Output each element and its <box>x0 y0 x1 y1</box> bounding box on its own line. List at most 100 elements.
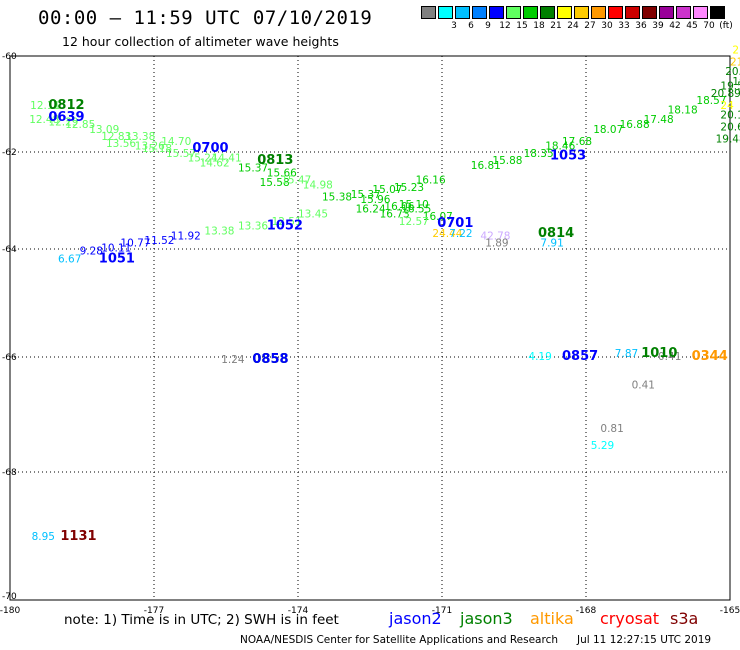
wave-height-label: 17.68 <box>562 136 592 148</box>
pass-time-label: 1131 <box>60 529 96 544</box>
pass-time-label: 1010 <box>641 346 677 361</box>
scale-label: 36 <box>635 21 647 31</box>
page-title: 00:00 — 11:59 UTC 07/10/2019 <box>38 7 373 29</box>
scale-label: 70 <box>703 21 715 31</box>
scale-swatch <box>693 6 708 19</box>
satellite-legend-item: cryosat <box>600 609 660 628</box>
pass-time-label: 0857 <box>562 349 598 364</box>
wave-height-label: 16.88 <box>620 119 650 131</box>
wave-height-label: 15.96 <box>360 194 390 206</box>
scale-label: 12 <box>499 21 511 31</box>
wave-height-label: 20.15 <box>720 109 740 121</box>
scale-label: 21 <box>550 21 562 31</box>
wave-height-label: 21.60 <box>732 45 740 57</box>
wave-height-label: 17.48 <box>644 114 674 126</box>
scale-swatch <box>523 6 538 19</box>
wave-height-label: 19.31 <box>732 76 740 88</box>
wave-height-label: 16.06 <box>384 201 414 213</box>
wave-height-label: 13.56 <box>106 138 136 150</box>
pass-time-label: 1052 <box>267 219 303 234</box>
wave-height-label: 15.24 <box>188 153 218 165</box>
scale-label: 3 <box>451 21 457 31</box>
wave-height-label: 15.38 <box>322 192 352 204</box>
wave-height-label: 5.29 <box>591 440 614 452</box>
wave-height-label: 16.55 <box>401 204 431 216</box>
wave-height-label: 7.91 <box>540 238 563 250</box>
wave-height-label: 16.07 <box>423 211 453 223</box>
wave-height-label: 12.48 <box>29 114 59 126</box>
wave-height-label: 15.66 <box>267 167 297 179</box>
wave-height-label: 12.51 <box>272 216 302 228</box>
wave-height-label: 14.98 <box>303 179 333 191</box>
scale-label: 6 <box>468 21 474 31</box>
pass-time-label: 0701 <box>437 216 473 231</box>
pass-time-label: 1053 <box>550 148 586 163</box>
footer-note: note: 1) Time is in UTC; 2) SWH is in fe… <box>64 612 339 628</box>
scale-swatch <box>574 6 589 19</box>
longitude-tick-label: -168 <box>576 606 597 616</box>
latitude-tick-label: -70 <box>2 592 17 602</box>
pass-time-label: 0700 <box>192 141 228 156</box>
satellite-legend-item: s3a <box>670 609 699 628</box>
generated-timestamp: Jul 11 12:27:15 UTC 2019 <box>577 634 712 646</box>
latitude-tick-label: -62 <box>2 148 17 158</box>
wave-height-label: 15.37 <box>238 162 268 174</box>
wave-height-label: 12.57 <box>399 216 429 228</box>
wave-height-label: 19.48 <box>716 133 740 145</box>
pass-time-label: 0639 <box>48 110 84 125</box>
scale-swatch <box>642 6 657 19</box>
scale-swatch <box>506 6 521 19</box>
scale-label: 15 <box>516 21 528 31</box>
wave-height-label: 18.18 <box>668 105 698 117</box>
wave-height-color-scale: 3 6 9 12 15 18 21 24 27 30 33 36 39 42 45 70 (ft) <box>421 6 733 36</box>
wave-height-label: 18.07 <box>593 124 623 136</box>
scale-label: 27 <box>584 21 596 31</box>
wave-height-label: 13.45 <box>298 208 328 220</box>
latitude-tick-label: -66 <box>2 353 17 363</box>
wave-height-label: 20.78 <box>725 66 740 78</box>
map-frame <box>9 55 731 601</box>
wave-height-label: 12.85 <box>65 119 95 131</box>
scale-swatch <box>591 6 606 19</box>
wave-height-label: 24.44 <box>432 228 462 240</box>
scale-swatch <box>710 6 725 19</box>
satellite-legend-item: jason3 <box>460 609 513 628</box>
pass-time-label: 0858 <box>252 352 288 367</box>
wave-height-label: 15.37 <box>351 189 381 201</box>
wave-height-label: 12.83 <box>101 131 131 143</box>
satellite-legend-item: jason2 <box>389 609 442 628</box>
wave-height-label: 13.38 <box>125 131 155 143</box>
scale-label: 33 <box>618 21 630 31</box>
scale-label: 9 <box>485 21 491 31</box>
scale-unit: (ft) <box>719 21 733 31</box>
latitude-tick-label: -60 <box>2 52 17 62</box>
wave-height-label: 18.57 <box>696 95 726 107</box>
latitude-tick-label: -64 <box>2 245 17 255</box>
wave-height-label: 15.10 <box>399 199 429 211</box>
wave-height-label: 16.16 <box>416 175 446 187</box>
wave-height-label: 15.58 <box>260 177 290 189</box>
wave-height-label: 18.35 <box>524 148 554 160</box>
pass-time-label: 0814 <box>538 226 574 241</box>
wave-height-label: 12.11 <box>30 100 60 112</box>
wave-height-label: 21.07 <box>730 57 740 69</box>
wave-height-label: 11.52 <box>144 235 174 247</box>
wave-height-label: 9.28 <box>80 245 103 257</box>
wave-height-label: 7.22 <box>449 228 472 240</box>
wave-height-label: 10.77 <box>120 238 150 250</box>
wave-height-label: 6.67 <box>58 254 81 266</box>
scale-swatch <box>455 6 470 19</box>
scale-label: 42 <box>669 21 681 31</box>
scale-label: 45 <box>686 21 698 31</box>
wave-height-label: 4.19 <box>528 351 551 363</box>
wave-height-label: 14.41 <box>212 153 242 165</box>
wave-height-label: 13.36 <box>238 221 268 233</box>
wave-height-label: 15.88 <box>492 155 522 167</box>
wave-height-label: 16.73 <box>380 208 410 220</box>
scale-swatch <box>421 6 436 19</box>
latitude-tick-label: -68 <box>2 468 17 478</box>
scale-swatch <box>659 6 674 19</box>
longitude-tick-label: -165 <box>720 606 740 616</box>
satellite-legend-item: altika <box>530 609 574 628</box>
